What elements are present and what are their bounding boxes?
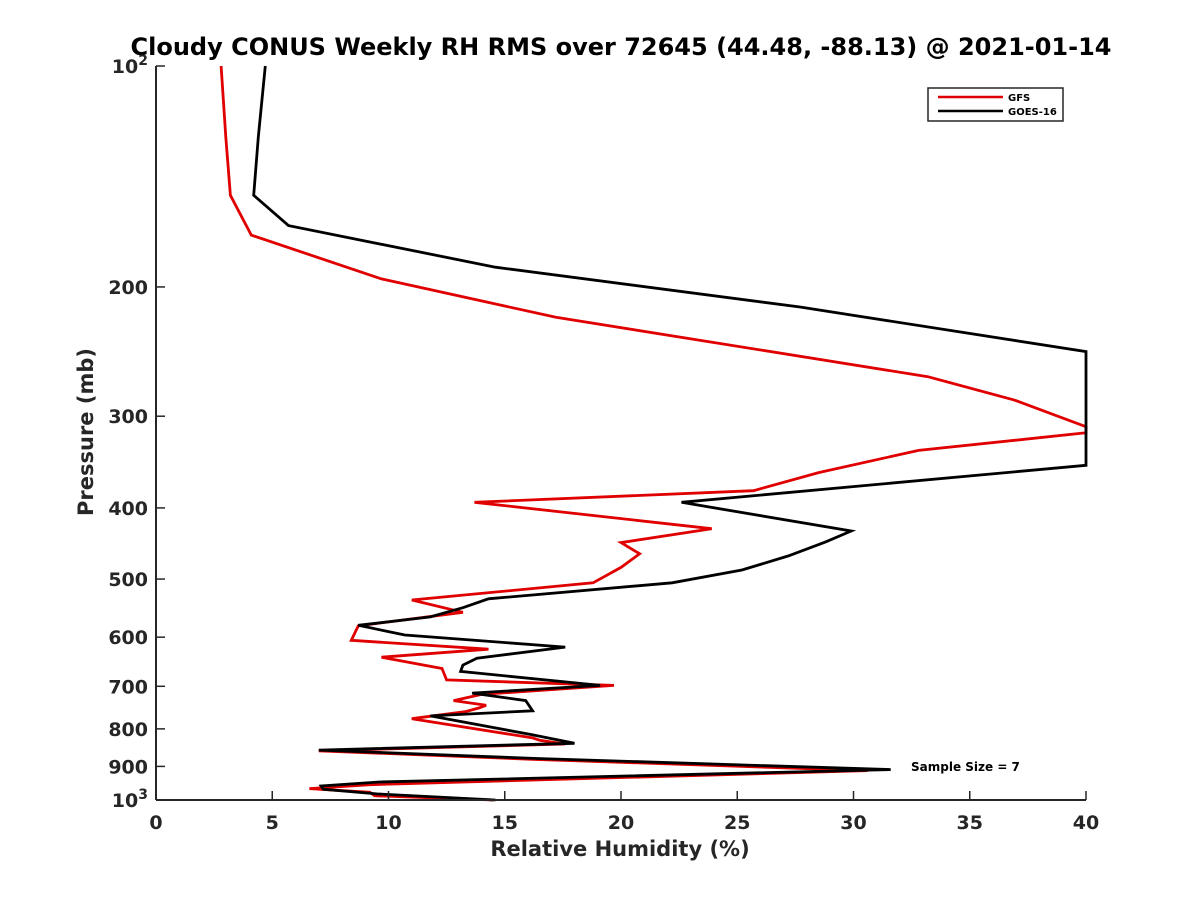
y-tick-label: 900 [108,756,148,778]
sample-size-annotation: Sample Size = 7 [911,760,1020,774]
series-lines [219,65,1088,802]
x-tick-label: 0 [149,812,162,834]
series-line-goes16 [252,65,1088,802]
chart-title: Cloudy CONUS Weekly RH RMS over 72645 (4… [131,33,1112,61]
legend-box [927,87,1064,122]
axes [155,66,1086,801]
legend: GFS GOES-16 [927,87,1064,122]
x-tick-label: 5 [266,812,279,834]
legend-label-gfs: GFS [1008,93,1030,104]
y-ticks: 102 200 300 400 500 600 700 800 900 103 [108,53,165,812]
x-tick-label: 30 [840,812,866,834]
legend-label-goes16: GOES-16 [1008,107,1057,118]
y-axis-label: Pressure (mb) [74,348,98,516]
y-tick-label: 600 [108,627,148,649]
y-tick-label: 500 [108,569,148,591]
y-tick-label: 300 [108,406,148,428]
x-tick-label: 20 [608,812,634,834]
y-tick-label: 400 [108,498,148,520]
series-line-gfs [219,65,1088,802]
x-tick-label: 40 [1073,812,1099,834]
x-axis-label: Relative Humidity (%) [490,837,749,861]
y-tick-label: 103 [112,787,148,812]
y-tick-label: 200 [108,277,148,299]
x-tick-label: 25 [724,812,750,834]
x-tick-label: 35 [957,812,983,834]
y-tick-label: 700 [108,676,148,698]
x-tick-label: 10 [375,812,401,834]
x-tick-label: 15 [492,812,518,834]
y-tick-label: 102 [112,53,148,78]
y-tick-label: 800 [108,719,148,741]
x-ticks: 0 5 10 15 20 25 30 35 40 [149,791,1099,834]
